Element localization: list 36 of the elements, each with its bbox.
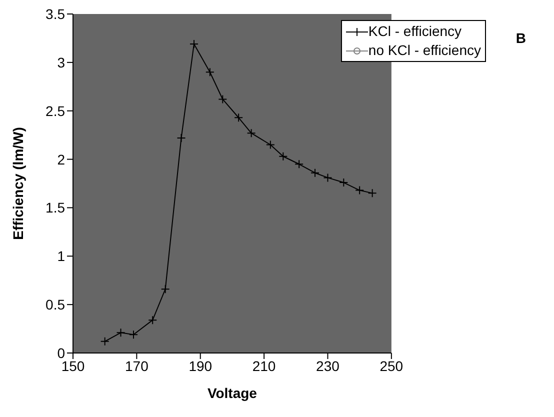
point (190, 40, 198, 49)
point (310, 168, 320, 178)
x-tick-label: 250 (380, 358, 404, 374)
point (160, 284, 170, 294)
x-tick-label: 230 (316, 358, 340, 374)
point (294, 160, 304, 169)
point (368, 188, 377, 198)
point (266, 140, 275, 150)
x-tick-label: 210 (252, 358, 276, 374)
y-tick-label: 0.5 (46, 296, 66, 313)
legend-label: KCl - efficiency (368, 22, 462, 41)
y-tick-label: 1 (57, 248, 66, 264)
y-tick-label: 1.5 (46, 200, 66, 216)
point (205, 68, 214, 77)
point (339, 178, 348, 188)
point (129, 330, 138, 340)
y-tick-label: 3.5 (46, 6, 66, 22)
x-tick-label: 170 (125, 358, 149, 374)
point (218, 94, 228, 104)
point (355, 186, 364, 195)
x-axis-title: Voltage (207, 385, 258, 401)
x-tick-label: 190 (188, 358, 212, 374)
point (323, 173, 332, 182)
point (234, 113, 244, 122)
point (148, 316, 158, 325)
point (176, 133, 186, 142)
point (246, 128, 256, 138)
text: B (516, 30, 526, 46)
y-tick-label: 3 (57, 54, 66, 70)
y-tick-label: 2.5 (46, 102, 66, 119)
y-axis-title: Efficiency (lm/W) (10, 127, 26, 240)
point (100, 336, 110, 346)
y-tick-label: 2 (57, 151, 66, 168)
point (116, 328, 126, 338)
point (278, 152, 288, 161)
legend-label: no KCl - efficiency (368, 41, 481, 60)
